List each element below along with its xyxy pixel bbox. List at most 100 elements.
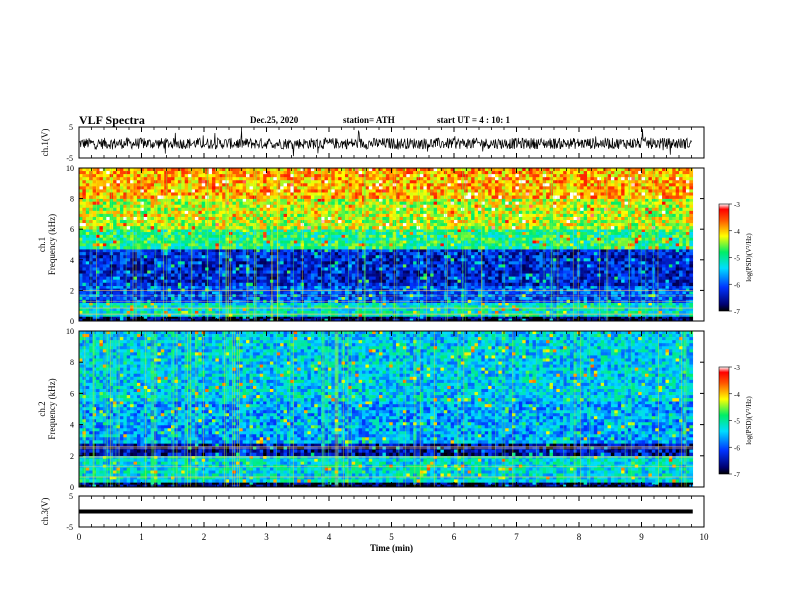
spectrogram-cell xyxy=(552,276,557,280)
spectrogram-cell xyxy=(682,255,687,259)
spectrogram-cell xyxy=(481,316,486,319)
spectrogram-cell xyxy=(276,252,281,256)
spectrogram-cell xyxy=(437,261,441,265)
spectrogram-cell xyxy=(194,291,199,295)
spectrogram-cell xyxy=(348,318,353,322)
spectrogram-cell xyxy=(546,279,550,284)
spectrogram-cell xyxy=(474,252,479,256)
spectrogram-cell xyxy=(389,255,393,259)
spectrogram-cell xyxy=(679,318,683,322)
spectrogram-cell xyxy=(205,261,209,265)
spectrogram-cell xyxy=(235,313,240,317)
spectrogram-cell xyxy=(181,255,185,259)
spectrogram-cell xyxy=(515,313,520,317)
spectrogram-cell xyxy=(235,308,240,312)
spectrogram-cell xyxy=(614,276,619,280)
spectrogram-cell xyxy=(494,316,499,319)
spectrogram-cell xyxy=(259,279,264,284)
spectrogram-cell xyxy=(454,264,458,268)
spectrogram-cell xyxy=(396,305,400,309)
spectrogram-cell xyxy=(174,308,179,312)
spectrogram-cell xyxy=(624,255,629,259)
spectrogram-cell xyxy=(331,282,336,287)
spectrogram-cell xyxy=(648,313,653,317)
spectrogram-cell xyxy=(304,255,308,259)
spectrogram-cell xyxy=(222,310,226,314)
spectrogram-cell xyxy=(566,264,571,268)
spectrogram-cell xyxy=(297,313,301,317)
spectrogram-cell xyxy=(593,318,598,322)
spectrogram-cell xyxy=(321,305,325,309)
spectrogram-cell xyxy=(314,282,318,287)
spectrogram-cell xyxy=(682,279,687,284)
spectrogram-cell xyxy=(341,270,346,274)
spectrogram-cell xyxy=(160,316,165,319)
spectrogram-cell xyxy=(372,261,376,265)
spectrogram-cell xyxy=(157,291,162,295)
spectrogram-cell xyxy=(447,264,451,268)
spectrogram-cell xyxy=(372,318,376,322)
spectrogram-cell xyxy=(668,264,673,268)
spectrogram-cell xyxy=(385,249,390,253)
spectrogram-cell xyxy=(638,308,642,312)
spectrogram-cell xyxy=(96,316,100,319)
spectrogram-cell xyxy=(276,313,281,317)
spectrogram-cell xyxy=(341,285,346,289)
spectrogram-cell xyxy=(147,310,151,314)
spectrogram-cell xyxy=(150,313,155,317)
spectrogram-cell xyxy=(638,302,642,306)
spectrogram-cell xyxy=(525,255,530,259)
spectrogram-cell xyxy=(99,302,104,306)
spectrogram-cell xyxy=(293,308,298,312)
spectrogram-cell xyxy=(471,279,475,284)
spectrogram-cell xyxy=(123,249,128,253)
spectrogram-cell xyxy=(668,229,673,233)
spectrogram-cell xyxy=(679,282,683,287)
spectrogram-cell xyxy=(208,276,213,280)
spectrogram-cell xyxy=(392,313,397,317)
spectrogram-cell xyxy=(460,291,465,295)
spectrogram-cell xyxy=(119,316,124,319)
spectrogram-cell xyxy=(529,232,533,236)
spectrogram-cell xyxy=(89,313,93,317)
spectrogram-cell xyxy=(563,285,567,289)
spectrogram-cell xyxy=(505,279,509,284)
spectrogram-cell xyxy=(471,316,475,319)
spectrogram-cell xyxy=(150,297,155,301)
spectrogram-cell xyxy=(583,258,588,262)
spectrogram-cell xyxy=(389,229,393,233)
spectrogram-cell xyxy=(140,318,145,322)
spectrogram-cell xyxy=(252,285,257,289)
spectrogram-cell xyxy=(498,249,503,253)
spectrogram-cell xyxy=(672,273,676,277)
spectrogram-cell xyxy=(324,261,329,265)
spectrogram-cell xyxy=(266,305,271,309)
spectrogram-cell xyxy=(440,302,445,306)
spectrogram-cell xyxy=(351,234,356,239)
spectrogram-cell xyxy=(529,270,533,274)
spectrogram-cell xyxy=(324,318,329,322)
spectrogram-cell xyxy=(259,234,264,239)
spectrogram-cell xyxy=(457,302,462,306)
spectrogram-cell xyxy=(263,258,267,262)
spectrogram-cell xyxy=(147,291,151,295)
spectrogram-cell xyxy=(375,276,380,280)
spectrogram-cell xyxy=(655,313,659,317)
spectrogram-cell xyxy=(621,318,625,322)
spectrogram-cell xyxy=(249,229,254,233)
spectrogram-cell xyxy=(522,308,526,312)
spectrogram-cell xyxy=(385,316,390,319)
spectrogram-cell xyxy=(351,310,356,314)
spectrogram-cell xyxy=(385,302,390,306)
spectrogram-cell xyxy=(392,297,397,301)
spectrogram-cell xyxy=(167,302,172,306)
spectrogram-cell xyxy=(655,318,659,322)
spectrogram-cell xyxy=(515,258,520,262)
spectrogram-cell xyxy=(477,285,482,289)
spectrogram-cell xyxy=(631,305,636,309)
spectrogram-cell xyxy=(426,308,431,312)
spectrogram-cell xyxy=(501,279,506,284)
spectrogram-cell xyxy=(430,258,434,262)
spectrogram-cell xyxy=(423,313,428,317)
spectrogram-cell xyxy=(119,310,124,314)
